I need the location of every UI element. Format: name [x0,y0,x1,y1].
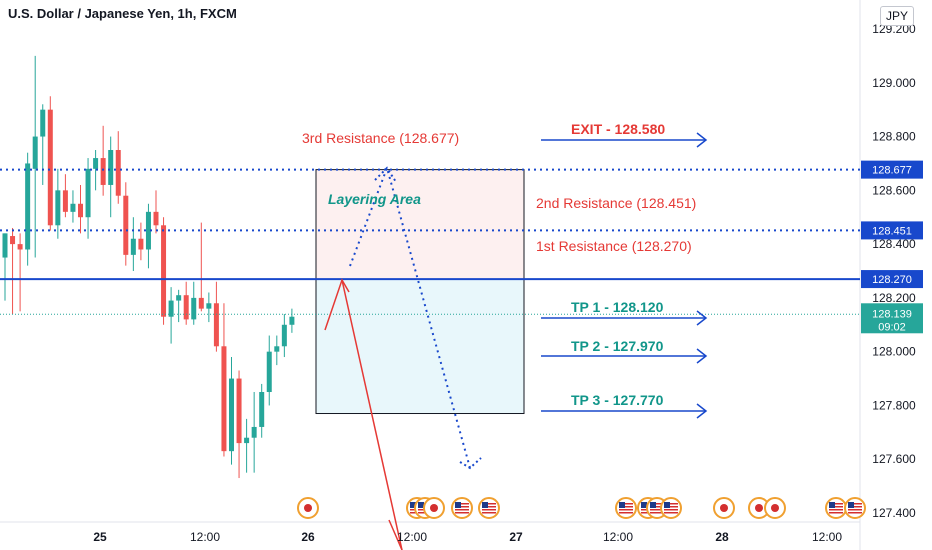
us-flag-event-icon[interactable] [451,497,473,519]
first-resistance-label: 1st Resistance (128.270) [536,238,692,254]
x-tick-label: 12:00 [397,530,427,544]
third-resistance-label: 3rd Resistance (128.677) [302,130,459,146]
candle-body [78,203,83,218]
candle-body [221,346,227,452]
candle-body [138,238,144,250]
candle-body [259,392,265,427]
chart-title: U.S. Dollar / Japanese Yen, 1h, FXCM [8,6,237,21]
x-tick-label: 12:00 [603,530,633,544]
level-badge [861,270,923,289]
candle-body [168,300,174,317]
us-flag-event-icon[interactable] [615,497,637,519]
candle-body [40,109,46,137]
level-label: 128.677 [872,165,912,177]
tp1-arrow-head [696,310,708,326]
candle-body [100,158,106,185]
y-tick-label: 128.600 [872,183,916,197]
candle-body [161,225,167,317]
candle-body [25,163,31,250]
event-marker-icon[interactable] [713,497,735,519]
us-flag-event-icon[interactable] [825,497,847,519]
y-tick-label: 128.000 [872,345,916,359]
candle-body [229,378,234,452]
candle-body [93,158,99,169]
candle-body [244,437,250,444]
candle-body [251,426,257,438]
red-path-line [341,279,403,550]
us-flag-event-icon[interactable] [478,497,500,519]
candle-body [17,244,23,250]
blue-dotted-arrow-bottom [459,457,482,470]
candle-body [62,190,68,212]
candle-body [10,236,16,245]
target-zone [315,278,525,415]
candle-body [289,316,295,325]
level-badge [861,160,923,179]
level-badge [861,221,923,240]
candle-body [183,295,189,320]
y-tick-label: 127.400 [872,506,916,520]
y-tick-label: 127.600 [872,452,916,466]
candle-body [236,378,242,444]
candle-body [191,297,197,320]
candle-body [198,297,204,309]
current-price-badge [861,303,923,334]
red-arrow-head [324,278,350,331]
candle-body [266,351,272,392]
x-tick-label: 12:00 [812,530,842,544]
candle-body [123,195,129,255]
event-marker-icon[interactable] [297,497,319,519]
candle-body [115,150,121,196]
candle-body [213,303,219,347]
level-label: 128.451 [872,225,912,237]
second-resistance-label: 2nd Resistance (128.451) [536,195,696,211]
candle-body [206,303,212,309]
blue-dotted-path [349,164,471,469]
currency-label: JPY [885,9,908,23]
us-flag-event-icon[interactable] [660,497,682,519]
tp2-arrow-head [696,348,708,364]
candle-body [32,136,38,169]
tp1-label: TP 1 - 128.120 [571,299,664,315]
candle-body [281,324,287,347]
tp3-label: TP 3 - 127.770 [571,392,664,408]
y-tick-label: 129.000 [872,76,916,90]
candle-body [85,168,91,218]
candle-body [2,233,8,258]
x-tick-label: 28 [715,530,729,544]
event-marker-icon[interactable] [423,497,445,519]
exit-label: EXIT - 128.580 [571,121,665,137]
x-tick-label: 26 [301,530,315,544]
level-label: 128.270 [872,274,912,286]
exit-arrow-head [696,132,708,148]
layering-zone [315,169,525,280]
y-tick-label: 128.800 [872,130,916,144]
x-tick-label: 27 [509,530,523,544]
candle-body [130,238,136,255]
candle-body [55,190,61,226]
candle-body [176,295,182,301]
y-tick-label: 127.800 [872,398,916,412]
candle-body [70,203,76,212]
y-tick-label: 128.200 [872,291,916,305]
y-tick-label: 128.400 [872,237,916,251]
candle-body [108,150,114,185]
countdown-label: 09:02 [878,321,906,333]
x-tick-label: 25 [93,530,107,544]
candle-body [274,346,280,352]
candle-body [145,211,151,250]
blue-dotted-arrow-top [374,166,397,183]
currency-button[interactable]: JPY [880,6,914,26]
us-flag-event-icon[interactable] [844,497,866,519]
tp3-arrow-head [696,403,708,419]
event-marker-icon[interactable] [764,497,786,519]
candle-body [47,109,53,226]
tp2-label: TP 2 - 127.970 [571,338,664,354]
x-tick-label: 12:00 [190,530,220,544]
red-arrow-tail [388,519,403,550]
current-price-label: 128.139 [872,308,912,320]
layering-area-label: Layering Area [328,191,421,207]
candle-body [153,211,159,226]
